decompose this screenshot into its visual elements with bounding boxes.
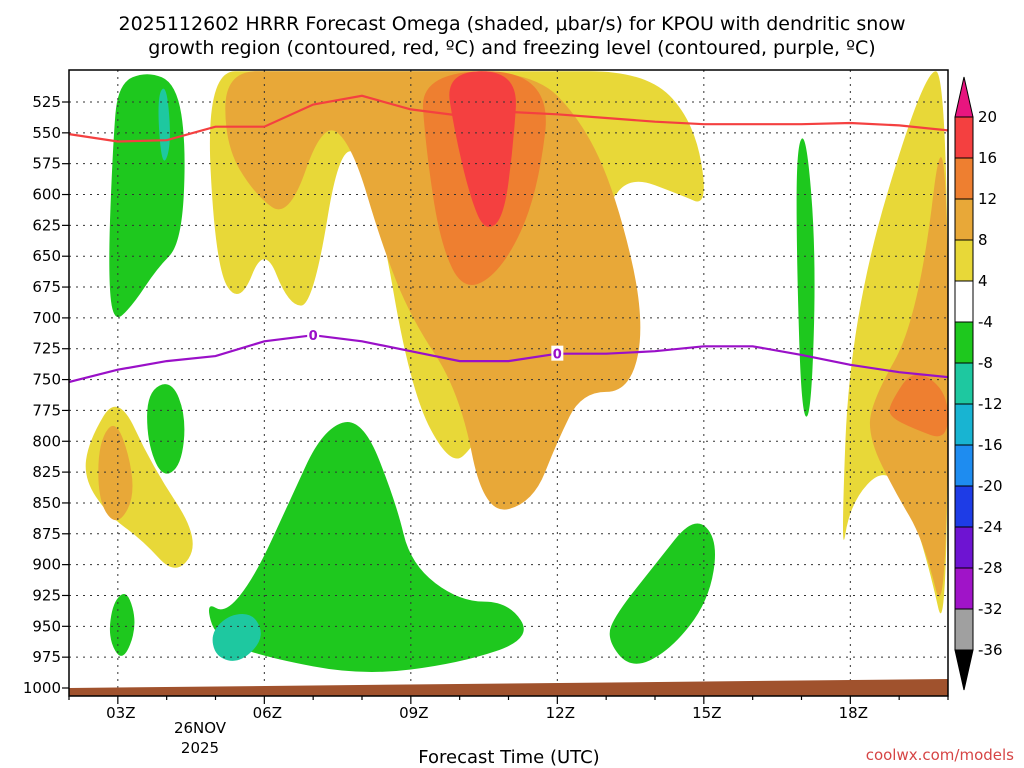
colorbar-swatch-7 (954, 403, 974, 446)
colorbar-label-1: 16 (978, 149, 997, 167)
y-tick-label-675: 675 (32, 278, 61, 296)
colorbar-label-4: 4 (978, 272, 988, 290)
dendritic-growth-line (69, 94, 948, 143)
y-tick-label-800: 800 (32, 432, 61, 450)
colorbar-label-7: -12 (978, 395, 1003, 413)
omega-region-5 (449, 71, 516, 227)
omega-region-9 (109, 593, 135, 656)
credit-text: coolwx.com/models (866, 746, 1014, 764)
contour-lines: 00 (69, 94, 948, 384)
colorbar-swatch-5 (954, 321, 974, 364)
omega-region-8 (609, 523, 716, 664)
colorbar-swatch-4 (954, 280, 974, 323)
omega-region-13 (98, 425, 133, 521)
y-tick-label-975: 975 (32, 648, 61, 666)
omega-region-10 (796, 138, 815, 417)
colorbar-swatch-0 (954, 116, 974, 159)
y-tick-label-925: 925 (32, 586, 61, 604)
x-tick-label-18Z: 18Z (839, 704, 868, 722)
y-tick-label-525: 525 (32, 93, 61, 111)
y-tick-label-725: 725 (32, 340, 61, 358)
date-label-year: 2025 (181, 739, 219, 757)
x-tick-label-15Z: 15Z (692, 704, 721, 722)
chart-title-line-1: 2025112602 HRRR Forecast Omega (shaded, … (118, 13, 905, 35)
colorbar: 20 16 12 8 4 -4 -8 -12 -16 -20 -24 -28 -32 -36 (954, 76, 1003, 691)
y-tick-label-950: 950 (32, 617, 61, 635)
y-tick-label-550: 550 (32, 124, 61, 142)
omega-region-16 (889, 374, 948, 437)
colorbar-label-9: -20 (978, 477, 1003, 495)
y-tick-label-650: 650 (32, 247, 61, 265)
x-tick-label-12Z: 12Z (546, 704, 575, 722)
y-tick-label-875: 875 (32, 525, 61, 543)
y-tick-label-700: 700 (32, 309, 61, 327)
y-tick-label-775: 775 (32, 401, 61, 419)
colorbar-swatch-6 (954, 362, 974, 405)
colorbar-swatch-9 (954, 485, 974, 528)
x-tick-label-03Z: 03Z (106, 704, 135, 722)
colorbar-label-11: -28 (978, 559, 1003, 577)
colorbar-swatch-1 (954, 157, 974, 200)
x-tick-label-09Z: 09Z (399, 704, 428, 722)
x-tick-label-06Z: 06Z (253, 704, 282, 722)
freezing-level-line (69, 334, 948, 384)
y-tick-label-1000: 1000 (23, 679, 61, 697)
y-tick-label-750: 750 (32, 371, 61, 389)
omega-region-1 (158, 88, 170, 161)
date-label-day: 26NOV (174, 719, 227, 737)
colorbar-label-5: -4 (978, 313, 993, 331)
colorbar-swatch-8 (954, 444, 974, 487)
colorbar-bottom-arrow (954, 649, 974, 691)
omega-shading (85, 71, 948, 672)
freezing-label-bg-0 (307, 327, 320, 343)
y-tick-label-900: 900 (32, 556, 61, 574)
colorbar-label-0: 20 (978, 108, 997, 126)
omega-region-15 (869, 157, 948, 597)
colorbar-label-10: -24 (978, 518, 1003, 536)
colorbar-swatch-11 (954, 567, 974, 610)
colorbar-label-13: -36 (978, 641, 1003, 659)
y-tick-label-600: 600 (32, 186, 61, 204)
x-axis: 03Z 06Z 09Z 12Z 15Z 18Z (68, 696, 949, 722)
chart-title-line-2: growth region (contoured, red, ºC) and f… (148, 37, 875, 59)
ground-surface (69, 679, 948, 696)
y-tick-label-825: 825 (32, 463, 61, 481)
colorbar-label-6: -8 (978, 354, 993, 372)
colorbar-swatch-10 (954, 526, 974, 569)
omega-region-6 (208, 422, 524, 672)
y-axis: 525 550 575 600 625 650 675 700 725 750 775 800 825 8… (23, 93, 69, 697)
colorbar-label-2: 12 (978, 190, 997, 208)
colorbar-label-3: 8 (978, 231, 988, 249)
colorbar-swatch-3 (954, 239, 974, 282)
y-tick-label-625: 625 (32, 216, 61, 234)
colorbar-swatch-12 (954, 608, 974, 651)
y-tick-label-575: 575 (32, 155, 61, 173)
y-tick-label-850: 850 (32, 494, 61, 512)
freezing-level-label-1: 0 (553, 348, 562, 363)
colorbar-label-12: -32 (978, 600, 1003, 618)
freezing-label-bg-1 (551, 345, 564, 361)
omega-region-7 (212, 614, 261, 661)
colorbar-top-arrow (954, 76, 974, 118)
omega-region-11 (147, 384, 185, 474)
colorbar-label-8: -16 (978, 436, 1003, 454)
x-axis-title: Forecast Time (UTC) (418, 747, 599, 768)
colorbar-swatch-2 (954, 198, 974, 241)
freezing-level-label-0: 0 (309, 329, 318, 344)
